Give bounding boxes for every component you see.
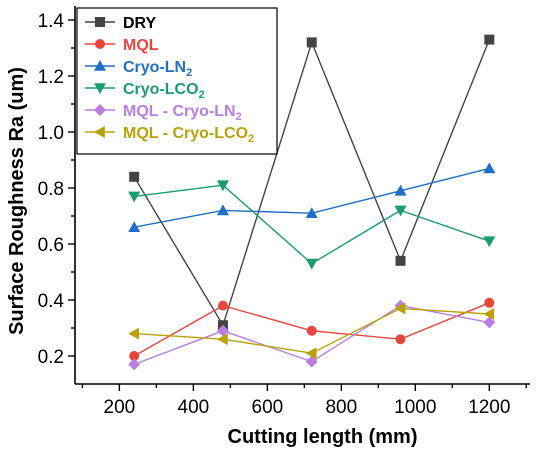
legend-marker bbox=[94, 104, 106, 116]
x-tick-label: 800 bbox=[325, 397, 357, 418]
data-point-4 bbox=[305, 355, 318, 368]
data-point-3 bbox=[394, 205, 407, 217]
legend-marker bbox=[94, 60, 106, 71]
data-point-4 bbox=[216, 324, 229, 337]
legend-marker bbox=[94, 126, 105, 138]
y-tick-label: 0.8 bbox=[38, 179, 64, 200]
data-point-0 bbox=[306, 37, 317, 48]
legend-marker bbox=[95, 17, 105, 27]
data-point-2 bbox=[305, 207, 318, 218]
legend-label: DRY bbox=[123, 15, 157, 32]
y-tick-label: 0.4 bbox=[38, 291, 65, 312]
data-point-2 bbox=[128, 221, 141, 232]
data-point-5 bbox=[128, 327, 139, 340]
legend-label: MQL - Cryo-LN2 bbox=[123, 103, 242, 123]
data-point-5 bbox=[394, 302, 406, 315]
legend-label: MQL bbox=[123, 37, 159, 54]
x-axis-title: Cutting length (mm) bbox=[228, 426, 418, 448]
y-tick-label: 1.4 bbox=[38, 11, 65, 32]
legend-label: MQL - Cryo-LCO2 bbox=[123, 125, 254, 145]
y-tick-label: 1.0 bbox=[38, 123, 64, 144]
data-point-2 bbox=[394, 184, 407, 196]
legend-marker bbox=[95, 39, 105, 49]
data-point-3 bbox=[305, 258, 318, 270]
data-point-0 bbox=[484, 34, 495, 45]
x-tick-label: 1200 bbox=[468, 397, 510, 418]
x-tick-label: 200 bbox=[104, 397, 136, 418]
data-point-1 bbox=[217, 300, 228, 311]
axes: 200 400 600 800 1000 1200 0.2 0.4 0.6 0.8 1.0 1.2 1.… bbox=[38, 6, 530, 418]
data-point-5 bbox=[216, 333, 228, 346]
data-point-4 bbox=[128, 358, 141, 371]
legend-box bbox=[76, 7, 278, 155]
x-tick-label: 1000 bbox=[394, 397, 436, 418]
data-point-1 bbox=[395, 334, 406, 345]
y-axis-title: Surface Roughness Ra (um) bbox=[6, 67, 28, 335]
data-point-5 bbox=[483, 308, 495, 320]
legend-label: Cryo-LCO2 bbox=[123, 81, 205, 101]
data-point-0 bbox=[395, 255, 406, 266]
y-tick-label: 0.2 bbox=[38, 347, 64, 368]
legend-label: Cryo-LN2 bbox=[123, 59, 192, 79]
data-point-2 bbox=[216, 204, 229, 216]
data-point-3 bbox=[128, 191, 141, 203]
x-tick-label: 600 bbox=[252, 397, 284, 418]
data-point-4 bbox=[483, 316, 496, 329]
series-line-2 bbox=[134, 167, 490, 228]
x-tick-label: 400 bbox=[178, 397, 210, 418]
data-point-2 bbox=[483, 162, 496, 174]
data-point-5 bbox=[305, 347, 317, 360]
data-point-3 bbox=[483, 236, 496, 248]
data-point-3 bbox=[216, 180, 229, 192]
data-point-1 bbox=[484, 297, 495, 308]
y-tick-label: 0.6 bbox=[38, 235, 64, 256]
y-tick-label: 1.2 bbox=[38, 67, 64, 88]
data-point-1 bbox=[129, 351, 140, 361]
data-point-1 bbox=[306, 325, 317, 336]
plot-area bbox=[128, 34, 496, 371]
legend-marker bbox=[94, 83, 106, 94]
series-line-3 bbox=[134, 184, 490, 265]
data-point-0 bbox=[129, 171, 140, 182]
